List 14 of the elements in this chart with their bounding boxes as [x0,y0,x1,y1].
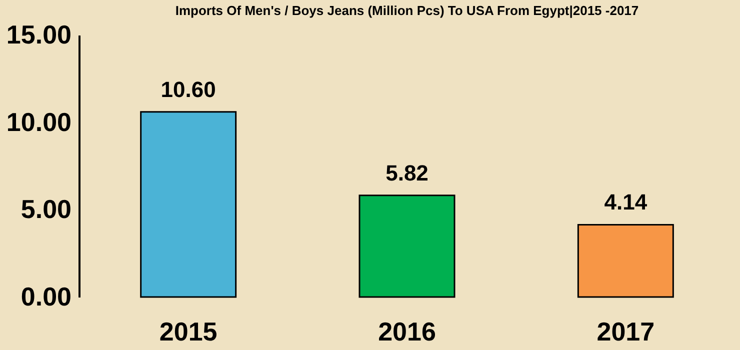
data-label: 5.82 [386,160,428,186]
y-tick-label: 15.00 [6,20,72,50]
x-tick-label: 2017 [596,316,655,346]
y-tick-label: 0.00 [20,282,72,312]
x-tick-label: 2016 [378,316,436,346]
x-tick-label: 2015 [159,316,218,346]
data-label: 10.60 [160,76,216,102]
chart-title: Imports Of Men's / Boys Jeans (Million Pcs) To USA From Egypt|2015 -2017 [175,3,639,18]
bar [358,194,456,298]
data-label: 4.14 [604,190,648,215]
y-tick-label: 10.00 [6,106,72,137]
bar [140,111,237,298]
y-tick-label: 5.00 [20,194,72,224]
bar [577,224,674,298]
